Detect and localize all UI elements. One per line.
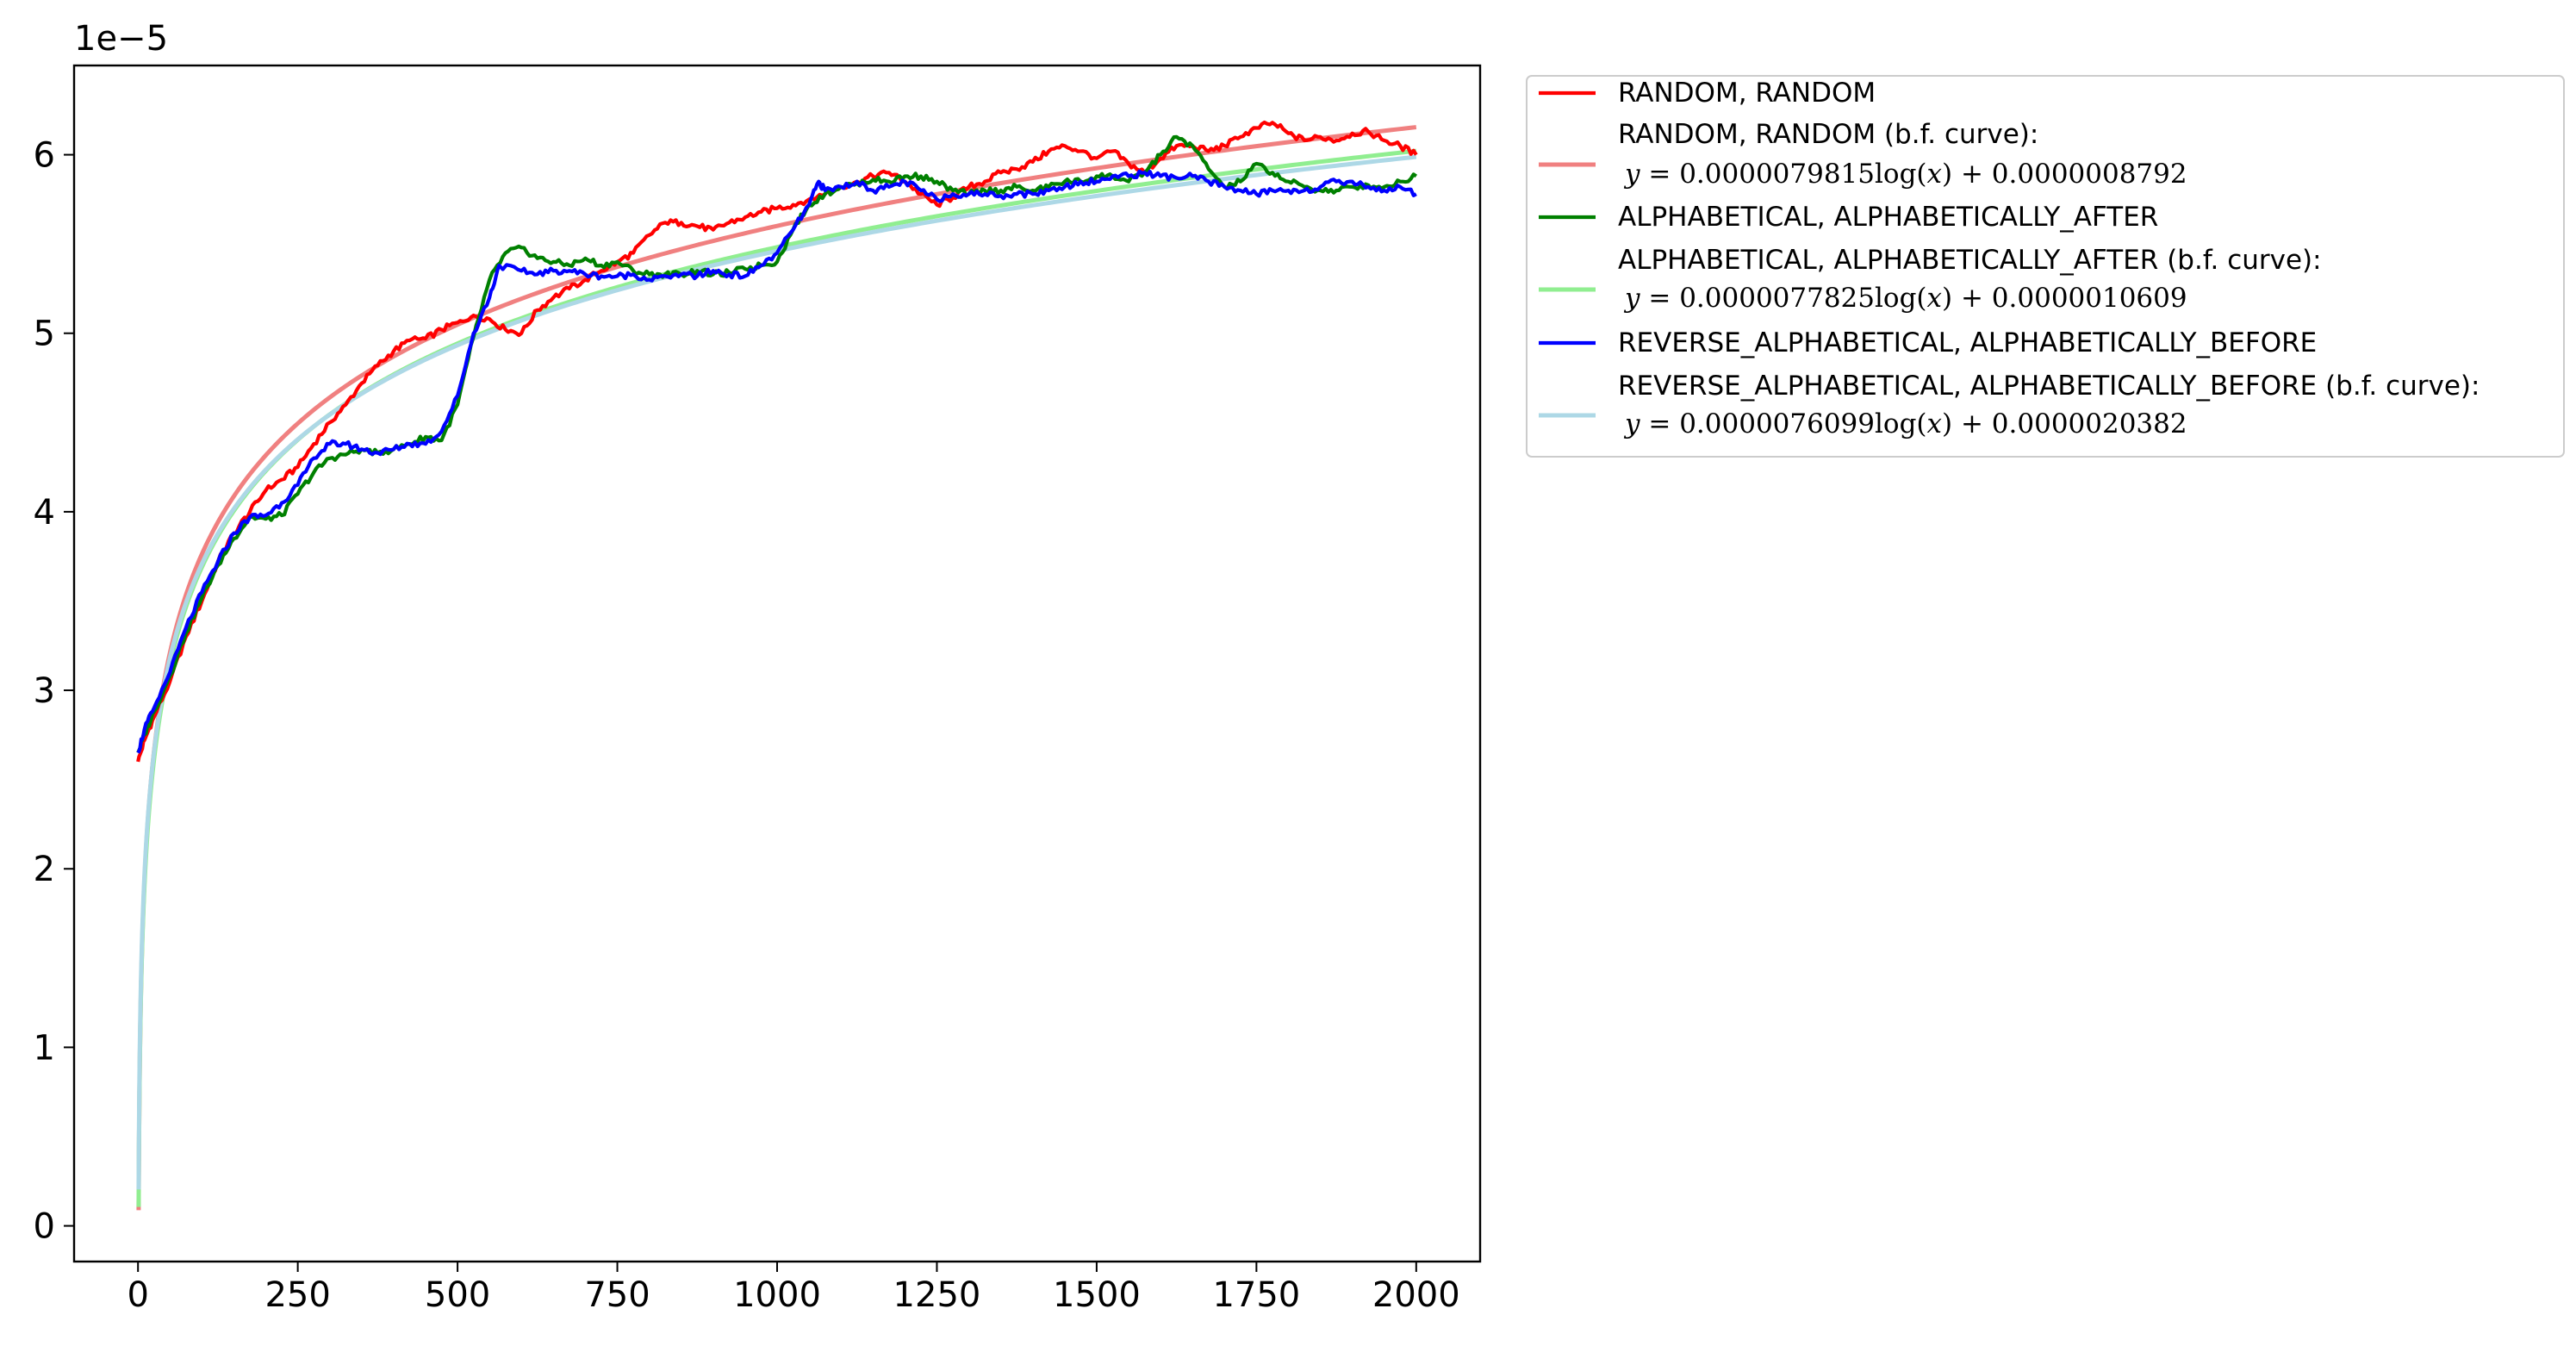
x-tick-label: 500 bbox=[425, 1275, 490, 1315]
x-tick-label: 2000 bbox=[1372, 1275, 1460, 1315]
legend-equation: y = 0.0000079815log(x) + 0.0000008792 bbox=[1623, 159, 2187, 190]
y-tick-label: 5 bbox=[34, 315, 55, 354]
x-tick-label: 250 bbox=[264, 1275, 330, 1315]
y-tick-label: 2 bbox=[34, 850, 55, 889]
legend-equation: y = 0.0000076099log(x) + 0.0000020382 bbox=[1623, 408, 2187, 439]
legend-box bbox=[1526, 75, 2565, 458]
y-tick-label: 4 bbox=[34, 493, 55, 533]
x-axis: 0 250 500 750 1000 1250 1500 1750 2000 bbox=[127, 1262, 1460, 1315]
legend-label: REVERSE_ALPHABETICAL, ALPHABETICALLY_BEF… bbox=[1618, 371, 2480, 402]
y-tick-label: 1 bbox=[34, 1028, 55, 1068]
legend-equation: y = 0.0000077825log(x) + 0.0000010609 bbox=[1623, 283, 2187, 314]
series-line-data bbox=[136, 120, 1418, 763]
x-tick-label: 1750 bbox=[1212, 1275, 1300, 1315]
plot-lines bbox=[136, 120, 1418, 1211]
x-tick-label: 1250 bbox=[893, 1275, 981, 1315]
x-tick-label: 750 bbox=[584, 1275, 650, 1315]
series-line-data bbox=[136, 169, 1417, 754]
x-tick-label: 1500 bbox=[1053, 1275, 1141, 1315]
legend-label: ALPHABETICAL, ALPHABETICALLY_AFTER bbox=[1618, 202, 2158, 233]
series-line-fit bbox=[136, 154, 1417, 1190]
y-offset-label: 1e−5 bbox=[74, 19, 168, 59]
legend: RANDOM, RANDOM RANDOM, RANDOM (b.f. curve… bbox=[1526, 75, 2565, 458]
y-tick-label: 0 bbox=[34, 1207, 55, 1247]
legend-label: RANDOM, RANDOM bbox=[1618, 78, 1876, 109]
y-tick-label: 3 bbox=[34, 671, 55, 711]
series-line-data bbox=[136, 134, 1418, 754]
legend-label: ALPHABETICAL, ALPHABETICALLY_AFTER (b.f.… bbox=[1618, 245, 2322, 276]
x-tick-label: 0 bbox=[127, 1275, 148, 1315]
legend-label: REVERSE_ALPHABETICAL, ALPHABETICALLY_BEF… bbox=[1618, 327, 2317, 358]
legend-label: RANDOM, RANDOM (b.f. curve): bbox=[1618, 119, 2038, 150]
x-tick-label: 1000 bbox=[733, 1275, 821, 1315]
y-tick-label: 6 bbox=[34, 136, 55, 176]
y-axis: 0 1 2 3 4 5 6 bbox=[34, 136, 74, 1247]
